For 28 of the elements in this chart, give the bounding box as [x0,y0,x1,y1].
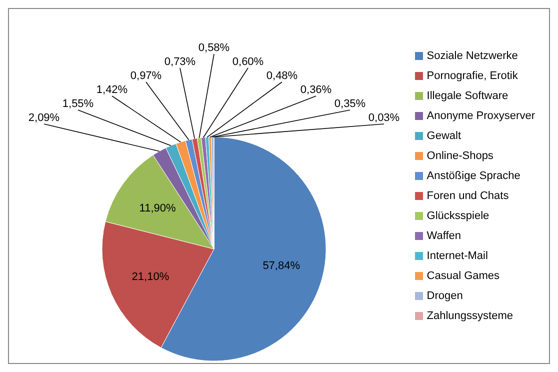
legend-label: Drogen [426,290,463,302]
legend-label: Glücksspiele [426,210,490,222]
data-label: 1,55% [62,98,94,110]
legend-label: Waffen [426,230,462,242]
data-label: 21,10% [132,271,170,284]
data-label: 0,03% [368,112,400,124]
data-label: 0,36% [300,84,332,96]
legend-label: Pornografie, Erotik [426,70,518,82]
data-label: 57,84% [262,260,300,272]
legend-label: Foren und Chats [426,190,509,202]
legend-label: Casual Games [426,270,500,282]
data-label: 0,60% [232,56,264,68]
legend-label: Anonyme Proxyserver [426,110,535,122]
data-label: 0,58% [198,42,230,54]
legend-label: Gewalt [426,130,462,142]
legend-label: Internet-Mail [426,250,488,262]
data-label: 0,35% [334,98,366,110]
legend-label: Illegale Software [426,90,508,102]
legend-label: Soziale Netzwerke [426,50,518,62]
data-label: 1,42% [96,84,128,96]
legend-label: Zahlungssysteme [426,310,513,322]
data-label: 0,48% [266,70,298,82]
data-label: 2,09% [28,112,60,124]
data-label: 0,97% [130,70,162,82]
data-label: 0,73% [164,56,196,68]
legend-label: Anstößige Sprache [426,170,520,182]
data-label: 11,90% [139,202,176,215]
legend-label: Online-Shops [426,150,494,162]
